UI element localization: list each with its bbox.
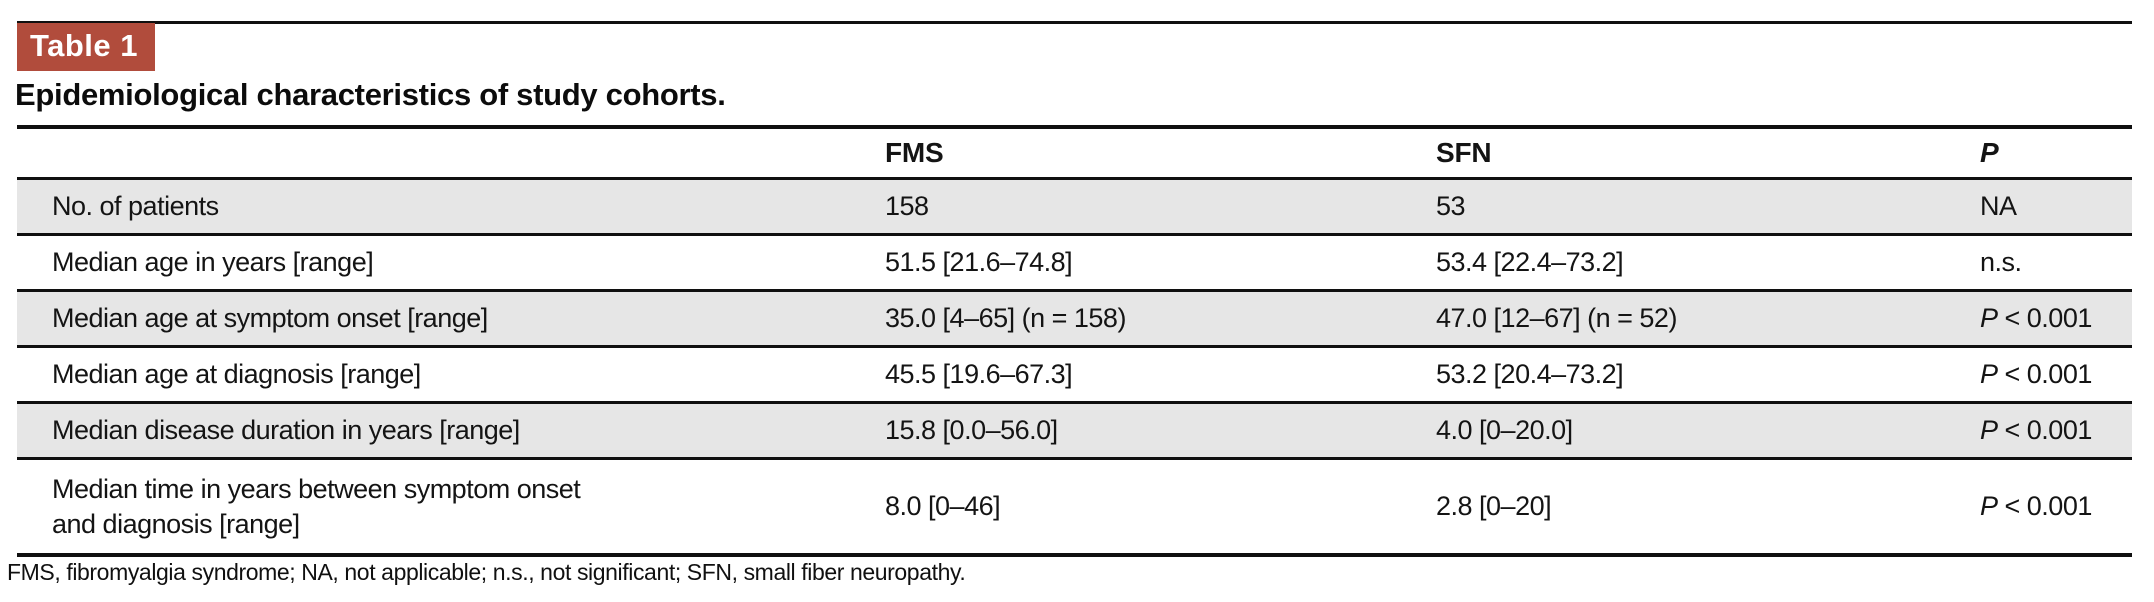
p-value: NA — [1980, 191, 2017, 222]
cell-fms: 45.5 [19.6–67.3] — [885, 359, 1073, 390]
cell-fms: 35.0 [4–65] (n = 158) — [885, 303, 1126, 334]
column-header-p: P — [1980, 137, 1999, 169]
cell-fms: 51.5 [21.6–74.8] — [885, 247, 1073, 278]
table-row-no-of-patients: No. of patients 158 53 NA — [17, 177, 2132, 233]
p-value: < 0.001 — [1997, 359, 2093, 390]
table-number-badge: Table 1 — [17, 23, 156, 71]
epidemiology-table: FMS SFN P No. of patients 158 53 NA Medi… — [17, 125, 2132, 557]
table-footnote: FMS, fibromyalgia syndrome; NA, not appl… — [7, 559, 966, 585]
row-label: Median age at diagnosis [range] — [52, 359, 421, 390]
cell-fms: 8.0 [0–46] — [885, 491, 1001, 522]
cell-p: NA — [1980, 185, 2132, 228]
row-label: Median disease duration in years [range] — [52, 415, 520, 446]
column-header-sfn: SFN — [1436, 137, 1492, 169]
table-row-median-age: Median age in years [range] 51.5 [21.6–7… — [17, 233, 2132, 289]
cell-p: P < 0.001 — [1980, 353, 2132, 396]
cell-p: P < 0.001 — [1980, 485, 2132, 528]
p-value: < 0.001 — [1997, 303, 2093, 334]
table-row-disease-duration: Median disease duration in years [range]… — [17, 401, 2132, 457]
table-header-row: FMS SFN P — [17, 129, 2132, 177]
cell-fms: 158 — [885, 191, 929, 222]
table-row-age-symptom-onset: Median age at symptom onset [range] 35.0… — [17, 289, 2132, 345]
p-value: < 0.001 — [1997, 491, 2093, 522]
p-symbol: P — [1980, 303, 1998, 334]
table-row-age-diagnosis: Median age at diagnosis [range] 45.5 [19… — [17, 345, 2132, 401]
cell-sfn: 53.2 [20.4–73.2] — [1436, 359, 1624, 390]
column-header-empty — [17, 149, 885, 157]
cell-sfn: 53.4 [22.4–73.2] — [1436, 247, 1624, 278]
cell-sfn: 53 — [1436, 191, 1466, 222]
cell-fms: 15.8 [0.0–56.0] — [885, 415, 1058, 446]
cell-sfn: 4.0 [0–20.0] — [1436, 415, 1573, 446]
cell-sfn: 2.8 [0–20] — [1436, 491, 1552, 522]
row-label: No. of patients — [52, 191, 219, 222]
row-label: Median age in years [range] — [52, 247, 374, 278]
p-symbol: P — [1980, 415, 1998, 446]
top-rule — [17, 21, 2132, 24]
row-label: Median time in years between symptom ons… — [52, 473, 581, 539]
cell-p: P < 0.001 — [1980, 297, 2132, 340]
p-symbol: P — [1980, 359, 1998, 390]
cell-sfn: 47.0 [12–67] (n = 52) — [1436, 303, 1677, 334]
p-value: n.s. — [1980, 247, 2022, 278]
cell-p: n.s. — [1980, 241, 2132, 284]
column-header-fms: FMS — [885, 137, 944, 169]
p-value: < 0.001 — [1997, 415, 2093, 446]
table-title: Epidemiological characteristics of study… — [15, 77, 726, 112]
table-row-time-onset-to-diagnosis: Median time in years between symptom ons… — [17, 457, 2132, 553]
p-symbol: P — [1980, 491, 1998, 522]
cell-p: P < 0.001 — [1980, 409, 2132, 452]
row-label: Median age at symptom onset [range] — [52, 303, 488, 334]
